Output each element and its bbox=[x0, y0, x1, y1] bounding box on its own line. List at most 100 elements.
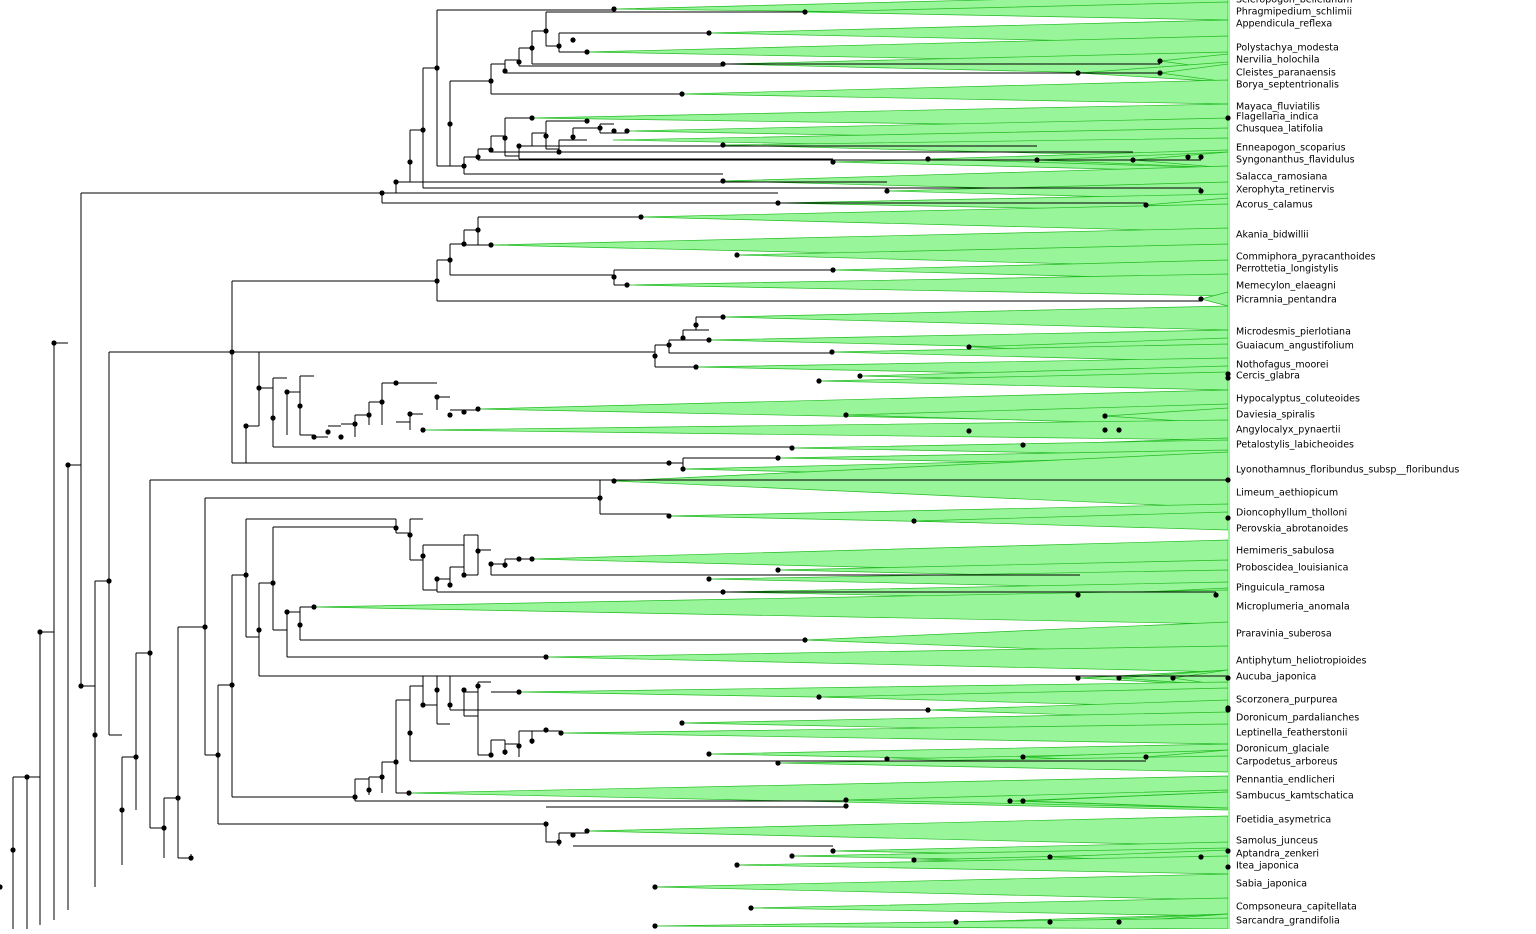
taxon-label: Lyonothamnus_floribundus_subsp__floribun… bbox=[1236, 465, 1459, 476]
tree-node bbox=[420, 702, 426, 708]
tree-node bbox=[720, 178, 726, 184]
tree-node bbox=[789, 445, 795, 451]
tree-node bbox=[393, 179, 399, 185]
tree-node bbox=[447, 412, 453, 418]
tree-node bbox=[78, 683, 84, 689]
tree-node bbox=[611, 6, 617, 12]
taxon-label: Carpodetus_arboreus bbox=[1236, 757, 1338, 768]
tree-node bbox=[1198, 854, 1204, 860]
tree-node bbox=[1225, 705, 1231, 711]
tree-node bbox=[843, 412, 849, 418]
taxon-label: Polystachya_modesta bbox=[1236, 43, 1339, 54]
taxon-label: Memecylon_elaeagni bbox=[1236, 281, 1336, 292]
tree-node bbox=[447, 121, 453, 127]
tree-node bbox=[338, 434, 344, 440]
tree-nodes bbox=[0, 6, 1231, 929]
tree-node bbox=[584, 49, 590, 55]
taxon-label: Appendicula_reflexa bbox=[1236, 19, 1332, 30]
taxon-label: Acorus_calamus bbox=[1236, 200, 1313, 211]
tree-node bbox=[488, 561, 494, 567]
tree-node bbox=[966, 428, 972, 434]
tree-node bbox=[638, 214, 644, 220]
tree-node bbox=[679, 720, 685, 726]
taxon-label: Xerophyta_retinervis bbox=[1236, 185, 1334, 196]
tree-node bbox=[188, 855, 194, 861]
tree-node bbox=[24, 774, 30, 780]
tree-node bbox=[775, 760, 781, 766]
clade-wedge bbox=[750, 897, 1229, 917]
tree-node bbox=[488, 752, 494, 758]
tree-node bbox=[1225, 371, 1231, 377]
tree-node bbox=[911, 857, 917, 863]
tree-node bbox=[119, 807, 125, 813]
tree-node bbox=[570, 37, 576, 43]
tree-node bbox=[584, 828, 590, 834]
tree-node bbox=[830, 267, 836, 273]
tree-node bbox=[1047, 919, 1053, 925]
tree-node bbox=[37, 629, 43, 635]
tree-node bbox=[1102, 413, 1108, 419]
tree-node bbox=[529, 45, 535, 51]
clade-wedge bbox=[722, 305, 1229, 331]
tree-node bbox=[420, 427, 426, 433]
tree-node bbox=[516, 59, 522, 65]
tree-node bbox=[1213, 592, 1219, 598]
tree-node bbox=[624, 282, 630, 288]
taxon-label: Petalostylis_labicheoides bbox=[1236, 440, 1354, 451]
taxon-label: Perovskia_abrotanoides bbox=[1236, 524, 1348, 535]
tree-node bbox=[1157, 58, 1163, 64]
tree-node bbox=[461, 409, 467, 415]
tree-node bbox=[161, 825, 167, 831]
taxon-label: Picramnia_pentandra bbox=[1236, 295, 1337, 306]
taxon-label: Hypocalyptus_coluteoides bbox=[1236, 394, 1360, 405]
tree-node bbox=[830, 159, 836, 165]
tree-node bbox=[748, 905, 754, 911]
tree-node bbox=[434, 687, 440, 693]
taxon-label: Sambucus_kamtschatica bbox=[1236, 791, 1354, 802]
taxon-label: Angylocalyx_pynaertii bbox=[1236, 425, 1341, 436]
tree-node bbox=[734, 862, 740, 868]
taxon-label: Microdesmis_pierlotiana bbox=[1236, 327, 1351, 338]
tree-node bbox=[1225, 864, 1231, 870]
tree-node bbox=[475, 683, 481, 689]
tree-node bbox=[65, 462, 71, 468]
tree-node bbox=[516, 743, 522, 749]
tree-node bbox=[420, 127, 426, 133]
taxon-label: Guaiacum_angustifolium bbox=[1236, 341, 1354, 352]
tree-node bbox=[652, 353, 658, 359]
tree-node bbox=[502, 749, 508, 755]
tree-node bbox=[1102, 427, 1108, 433]
tree-node bbox=[284, 609, 290, 615]
tree-node bbox=[366, 412, 372, 418]
tree-node bbox=[720, 142, 726, 148]
clade-wedge bbox=[681, 79, 1229, 105]
tree-node bbox=[789, 853, 795, 859]
tree-node bbox=[229, 349, 235, 355]
tree-node bbox=[488, 78, 494, 84]
tree-node bbox=[92, 732, 98, 738]
tree-node bbox=[488, 242, 494, 248]
tree-node bbox=[1225, 848, 1231, 854]
tree-node bbox=[447, 702, 453, 708]
clade-wedge bbox=[654, 873, 1229, 901]
tree-node bbox=[352, 421, 358, 427]
taxon-label: Antiphytum_heliotropioides bbox=[1236, 656, 1366, 667]
taxon-label: Doronicum_pardalianches bbox=[1236, 713, 1359, 724]
tree-node bbox=[1075, 592, 1081, 598]
tree-node bbox=[407, 159, 413, 165]
tree-node bbox=[1198, 154, 1204, 160]
tree-node bbox=[706, 30, 712, 36]
tree-node bbox=[461, 687, 467, 693]
taxon-label: Nothofagus_moorei bbox=[1236, 360, 1328, 371]
tree-node bbox=[611, 128, 617, 134]
tree-node bbox=[652, 884, 658, 890]
tree-node bbox=[407, 411, 413, 417]
tree-node bbox=[379, 399, 385, 405]
tree-node bbox=[1143, 754, 1149, 760]
tree-node bbox=[666, 342, 672, 348]
tree-node bbox=[475, 548, 481, 554]
taxon-label: Doronicum_glaciale bbox=[1236, 744, 1329, 755]
taxon-label: Chusquea_latifolia bbox=[1236, 124, 1323, 135]
tree-node bbox=[720, 589, 726, 595]
tree-node bbox=[543, 727, 549, 733]
